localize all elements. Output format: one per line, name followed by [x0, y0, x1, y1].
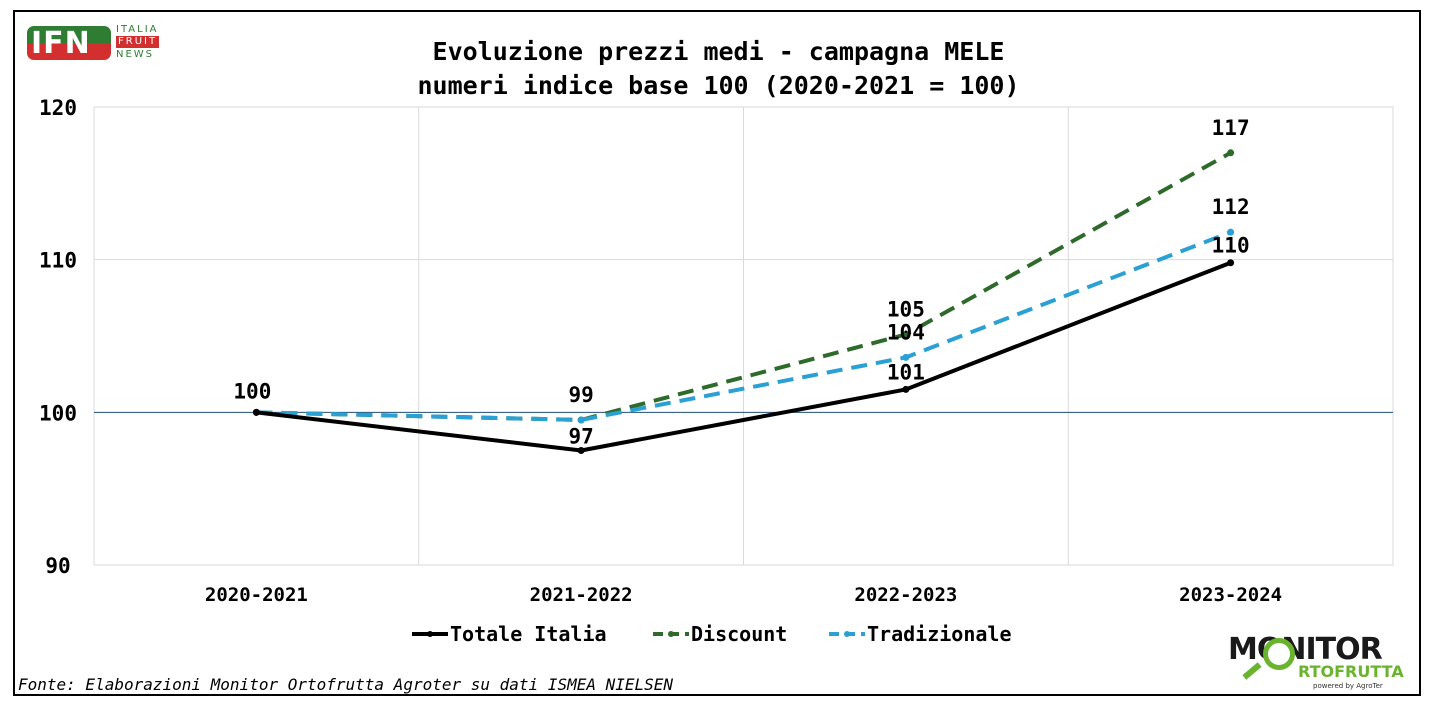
monitor-ortofrutta-logo: MONITOR RTOFRUTTA powered by AgroTer	[1228, 632, 1413, 692]
data-label: 110	[1212, 234, 1250, 258]
data-label: 99	[568, 383, 593, 407]
x-tick-label: 2021-2022	[530, 584, 633, 606]
data-label: 101	[887, 360, 925, 384]
ifn-logo: IFN ITALIA FRUIT NEWS	[27, 24, 169, 64]
ifn-logo-line1: ITALIA	[116, 24, 159, 35]
legend-marker	[668, 631, 674, 637]
data-point	[577, 416, 585, 424]
data-label: 105	[887, 297, 925, 321]
ifn-logo-line2: FRUIT	[116, 36, 160, 48]
data-label: 112	[1212, 195, 1250, 219]
magnifier-icon	[1263, 638, 1295, 670]
series-line-totale-italia	[256, 260, 1232, 453]
x-tick-label: 2023-2024	[1179, 584, 1282, 606]
data-point	[252, 408, 260, 416]
data-point	[1227, 149, 1235, 157]
monitor-logo-line1: MONITOR	[1228, 632, 1383, 667]
data-point	[902, 353, 910, 361]
monitor-logo-line3: powered by AgroTer	[1313, 682, 1383, 690]
chart-frame	[13, 10, 1421, 696]
data-point	[902, 330, 910, 338]
legend-marker	[427, 631, 433, 637]
y-tick-label: 90	[45, 554, 70, 578]
data-label: 104	[887, 320, 925, 344]
source-note: Fonte: Elaborazioni Monitor Ortofrutta A…	[18, 675, 674, 694]
data-label: 100	[233, 379, 271, 403]
series-line-tradizionale	[256, 230, 1232, 422]
data-point	[1227, 228, 1235, 236]
monitor-logo-line2: RTOFRUTTA	[1298, 662, 1404, 681]
chart-title: Evoluzione prezzi medi - campagna MELE	[432, 37, 1005, 66]
legend-label: Discount	[691, 622, 787, 646]
legend-label: Totale Italia	[450, 622, 607, 646]
data-label: 117	[1212, 116, 1250, 140]
data-label: 97	[568, 425, 593, 449]
legend-label: Tradizionale	[867, 622, 1012, 646]
x-tick-label: 2022-2023	[854, 584, 957, 606]
legend-marker	[844, 631, 850, 637]
y-tick-label: 110	[39, 249, 77, 273]
y-tick-label: 100	[39, 401, 77, 425]
ifn-logo-mark: IFN	[31, 26, 91, 60]
data-point	[1227, 259, 1235, 267]
data-point	[902, 385, 910, 393]
x-tick-label: 2020-2021	[205, 584, 308, 606]
ifn-logo-line3: NEWS	[116, 49, 155, 60]
chart-subtitle: numeri indice base 100 (2020-2021 = 100)	[417, 71, 1020, 100]
data-point	[577, 447, 585, 454]
y-tick-label: 120	[39, 96, 77, 120]
